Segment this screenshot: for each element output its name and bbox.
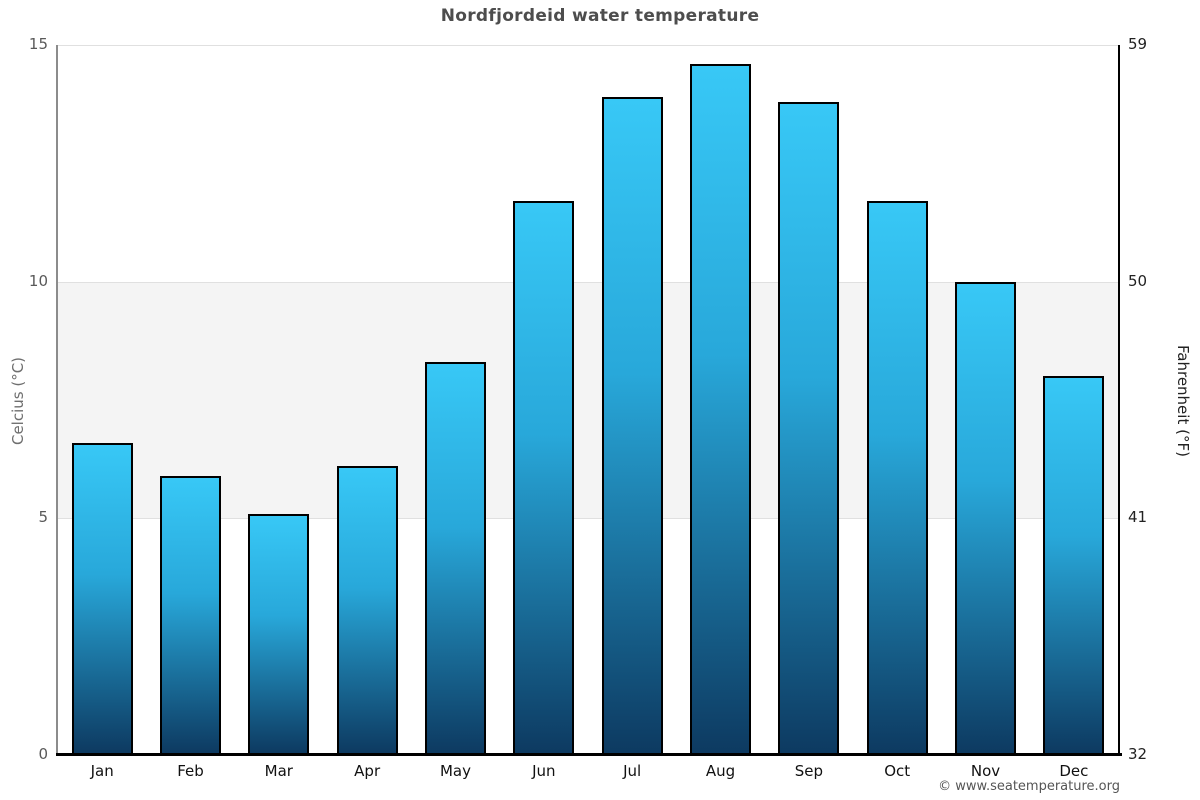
bar-mar[interactable] (248, 513, 310, 755)
y-tick-right-32: 32 (1128, 745, 1148, 763)
x-axis-line (56, 753, 1122, 756)
bar-jun[interactable] (513, 201, 575, 755)
x-tick-sep: Sep (794, 762, 823, 780)
x-tick-apr: Apr (354, 762, 381, 780)
y-tick-right-41: 41 (1128, 508, 1148, 527)
bar-oct[interactable] (866, 201, 928, 755)
y-tick-right-50: 50 (1128, 271, 1148, 290)
y-tick-left-0: 0 (38, 745, 48, 763)
y-axis-title-celsius: Celcius (°C) (9, 356, 27, 446)
bar-feb[interactable] (160, 475, 221, 755)
chart-title: Nordfjordeid water temperature (440, 6, 760, 26)
x-tick-nov: Nov (970, 762, 1001, 780)
bar-jul[interactable] (601, 97, 663, 755)
bar-apr[interactable] (336, 466, 398, 755)
x-tick-jun: Jun (532, 762, 556, 780)
y-tick-right-59: 59 (1128, 35, 1148, 53)
x-tick-dec: Dec (1059, 762, 1089, 780)
x-tick-may: May (439, 762, 471, 780)
bar-may[interactable] (425, 362, 486, 755)
gridline-15c (58, 45, 1118, 46)
y-axis-line-right (1118, 45, 1120, 755)
gridline-5c (58, 518, 1118, 520)
y-axis-line-left (56, 45, 58, 755)
y-tick-left-5: 5 (38, 508, 48, 527)
x-tick-aug: Aug (705, 762, 736, 780)
gridline-10c (58, 281, 1118, 283)
y-tick-left-10: 10 (28, 271, 48, 290)
bar-nov[interactable] (955, 281, 1016, 755)
bar-aug[interactable] (690, 63, 751, 755)
y-tick-left-15: 15 (28, 35, 48, 53)
y-axis-title-fahrenheit: Fahrenheit (°F) (1174, 345, 1192, 457)
bar-sep[interactable] (778, 101, 840, 755)
shaded-band (58, 281, 1118, 519)
plot-area (58, 45, 1118, 755)
x-tick-oct: Oct (884, 762, 911, 780)
x-tick-mar: Mar (264, 762, 293, 780)
bar-jan[interactable] (71, 442, 133, 755)
copyright-link[interactable]: © www.seatemperature.org (938, 779, 1120, 794)
x-tick-jul: Jul (623, 762, 642, 780)
bar-dec[interactable] (1043, 376, 1105, 755)
x-tick-feb: Feb (177, 762, 204, 780)
x-tick-jan: Jan (90, 762, 114, 780)
